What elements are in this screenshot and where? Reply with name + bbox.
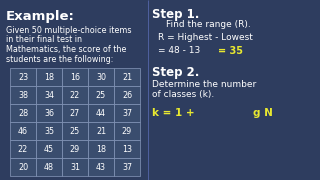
- Text: 36: 36: [44, 109, 54, 118]
- Bar: [88, 104, 114, 122]
- Text: of classes (k).: of classes (k).: [152, 90, 214, 99]
- Bar: [62, 140, 87, 158]
- Text: Step 2.: Step 2.: [152, 66, 199, 79]
- Text: 29: 29: [122, 127, 132, 136]
- Text: 48: 48: [44, 163, 54, 172]
- Text: 18: 18: [44, 73, 54, 82]
- Text: 18: 18: [96, 145, 106, 154]
- Bar: [62, 104, 87, 122]
- Text: 35: 35: [44, 127, 54, 136]
- Text: k = 1 +: k = 1 +: [152, 108, 195, 118]
- Bar: [36, 122, 61, 140]
- Bar: [62, 86, 87, 103]
- Bar: [114, 158, 140, 176]
- Text: Example:: Example:: [6, 10, 75, 23]
- Bar: [88, 86, 114, 103]
- Text: 28: 28: [18, 109, 28, 118]
- Bar: [114, 86, 140, 103]
- Text: 22: 22: [18, 145, 28, 154]
- Text: 21: 21: [96, 127, 106, 136]
- Bar: [114, 140, 140, 158]
- Bar: [36, 68, 61, 86]
- Text: 25: 25: [70, 127, 80, 136]
- Bar: [88, 68, 114, 86]
- Text: Mathematics, the score of the: Mathematics, the score of the: [6, 45, 126, 54]
- Bar: [36, 140, 61, 158]
- Text: students are the following:: students are the following:: [6, 55, 113, 64]
- Text: 37: 37: [122, 109, 132, 118]
- Bar: [114, 122, 140, 140]
- Text: 25: 25: [96, 91, 106, 100]
- Text: 27: 27: [70, 109, 80, 118]
- Bar: [36, 158, 61, 176]
- Bar: [88, 140, 114, 158]
- Bar: [88, 158, 114, 176]
- Text: 20: 20: [18, 163, 28, 172]
- Bar: [62, 122, 87, 140]
- Text: g N: g N: [253, 108, 273, 118]
- Bar: [10, 86, 36, 103]
- Bar: [114, 104, 140, 122]
- Bar: [10, 104, 36, 122]
- Bar: [62, 158, 87, 176]
- Text: 44: 44: [96, 109, 106, 118]
- Text: in their final test in: in their final test in: [6, 35, 82, 44]
- Text: Step 1.: Step 1.: [152, 8, 199, 21]
- Text: R = Highest - Lowest: R = Highest - Lowest: [158, 33, 253, 42]
- Text: Determine the number: Determine the number: [152, 80, 256, 89]
- Bar: [10, 140, 36, 158]
- Text: = 35: = 35: [218, 46, 243, 56]
- Text: = 48 - 13: = 48 - 13: [158, 46, 200, 55]
- Text: 16: 16: [70, 73, 80, 82]
- Text: Given 50 multiple-choice items: Given 50 multiple-choice items: [6, 26, 132, 35]
- Bar: [10, 158, 36, 176]
- Text: 29: 29: [70, 145, 80, 154]
- Text: 43: 43: [96, 163, 106, 172]
- Text: 37: 37: [122, 163, 132, 172]
- Text: 38: 38: [18, 91, 28, 100]
- Text: 22: 22: [70, 91, 80, 100]
- Text: 13: 13: [122, 145, 132, 154]
- Bar: [36, 86, 61, 103]
- Text: 23: 23: [18, 73, 28, 82]
- Text: 30: 30: [96, 73, 106, 82]
- Text: 45: 45: [44, 145, 54, 154]
- Text: Find the range (R).: Find the range (R).: [166, 20, 251, 29]
- Bar: [114, 68, 140, 86]
- Text: 34: 34: [44, 91, 54, 100]
- Text: 46: 46: [18, 127, 28, 136]
- Bar: [62, 68, 87, 86]
- Text: 21: 21: [122, 73, 132, 82]
- Bar: [10, 68, 36, 86]
- Bar: [10, 122, 36, 140]
- Text: 31: 31: [70, 163, 80, 172]
- Text: 26: 26: [122, 91, 132, 100]
- Bar: [88, 122, 114, 140]
- Bar: [36, 104, 61, 122]
